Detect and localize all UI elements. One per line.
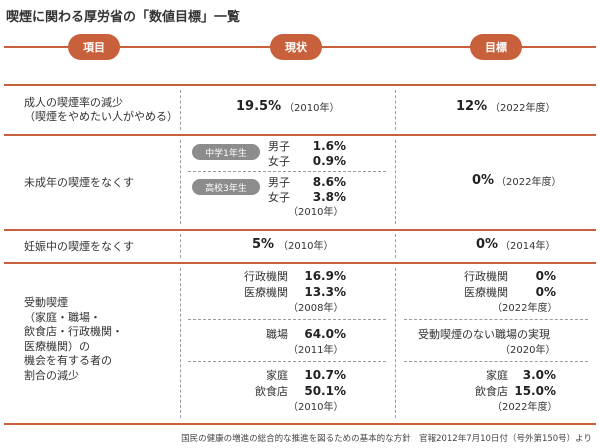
source-note: 国民の健康の増進の総合的な推進を図るための基本的な方針 官報2012年7月10日… [181, 434, 592, 444]
sub-divider [404, 319, 588, 320]
cur-medical-label: 医療機関 [244, 286, 288, 299]
sub-divider [404, 361, 588, 362]
col-divider [180, 268, 181, 418]
senior-female-label: 女子 [268, 191, 290, 204]
cur-c-year: （2010年） [288, 402, 344, 413]
tgt-medical-value: 0% [535, 285, 556, 299]
col-divider [180, 140, 181, 224]
junior-male-label: 男子 [268, 140, 290, 153]
cur-work-label: 職場 [266, 328, 288, 341]
row-divider-1 [4, 84, 596, 86]
junior-female-value: 0.9% [312, 154, 346, 168]
tgt-food-label: 飲食店 [475, 385, 508, 398]
row3-target-year: （2014年） [500, 241, 556, 252]
row-divider-3 [4, 229, 596, 231]
tgt-food-value: 15.0% [514, 384, 556, 398]
col-divider [180, 234, 181, 258]
cur-admin-value: 16.9% [304, 269, 346, 283]
row1-current-year: （2010年） [284, 103, 340, 114]
cur-admin-label: 行政機関 [244, 270, 288, 283]
col-divider [395, 90, 396, 130]
tgt-admin-label: 行政機関 [464, 270, 508, 283]
senior-male-value: 8.6% [312, 175, 346, 189]
sub-divider [188, 361, 386, 362]
row1-current-value: 19.5% [236, 99, 282, 114]
header-target: 目標 [470, 34, 522, 60]
row2-current-year: （2010年） [288, 207, 344, 218]
junior-female-label: 女子 [268, 155, 290, 168]
row1-label-line2: （喫煙をやめたい人がやめる） [24, 110, 178, 123]
tgt-c-year: （2022年度） [492, 402, 558, 413]
col-divider [395, 268, 396, 418]
page-title: 喫煙に関わる厚労省の「数値目標」一覧 [6, 10, 241, 25]
row1-target-year: （2022年度） [490, 103, 556, 114]
row3-target-value: 0% [476, 237, 499, 252]
cur-food-label: 飲食店 [255, 385, 288, 398]
sub-divider [188, 171, 386, 172]
tgt-work-year: （2020年） [500, 345, 556, 356]
senior-male-label: 男子 [268, 176, 290, 189]
cur-home-label: 家庭 [266, 369, 288, 382]
tgt-home-value: 3.0% [522, 368, 556, 382]
tgt-work-text: 受動喫煙のない職場の実現 [418, 328, 550, 341]
header-current: 現状 [270, 34, 322, 60]
badge-junior-high-1: 中学1年生 [192, 144, 260, 160]
row-divider-2 [4, 134, 596, 136]
senior-female-value: 3.8% [312, 190, 346, 204]
col-divider [395, 140, 396, 224]
cur-food-value: 50.1% [304, 384, 346, 398]
col-divider [180, 90, 181, 130]
tgt-admin-value: 0% [535, 269, 556, 283]
cur-medical-value: 13.3% [304, 285, 346, 299]
row2-label: 未成年の喫煙をなくす [24, 176, 134, 189]
row3-current-value: 5% [252, 237, 275, 252]
row-divider-4 [4, 262, 596, 264]
row4-label: 受動喫煙 （家庭・職場・ 飲食店・行政機関・ 医療機関）の 機会を有する者の 割… [24, 296, 123, 382]
row1-label-line1: 成人の喫煙率の減少 [24, 96, 123, 109]
header-item: 項目 [68, 34, 120, 60]
cur-home-value: 10.7% [304, 368, 346, 382]
cur-a-year: （2008年） [288, 303, 344, 314]
row3-label: 妊娠中の喫煙をなくす [24, 240, 134, 253]
row2-target-year: （2022年度） [496, 177, 562, 188]
table-bottom-line [4, 423, 596, 425]
badge-senior-high-3: 高校3年生 [192, 179, 260, 195]
sub-divider [188, 319, 386, 320]
row3-current-year: （2010年） [278, 241, 334, 252]
tgt-medical-label: 医療機関 [464, 286, 508, 299]
tgt-a-year: （2022年度） [492, 303, 558, 314]
tgt-home-label: 家庭 [486, 369, 508, 382]
cur-b-year: （2011年） [288, 345, 344, 356]
junior-male-value: 1.6% [312, 139, 346, 153]
cur-work-value: 64.0% [304, 327, 346, 341]
row1-target-value: 12% [456, 99, 488, 114]
col-divider [395, 234, 396, 258]
row2-target-value: 0% [472, 173, 495, 188]
